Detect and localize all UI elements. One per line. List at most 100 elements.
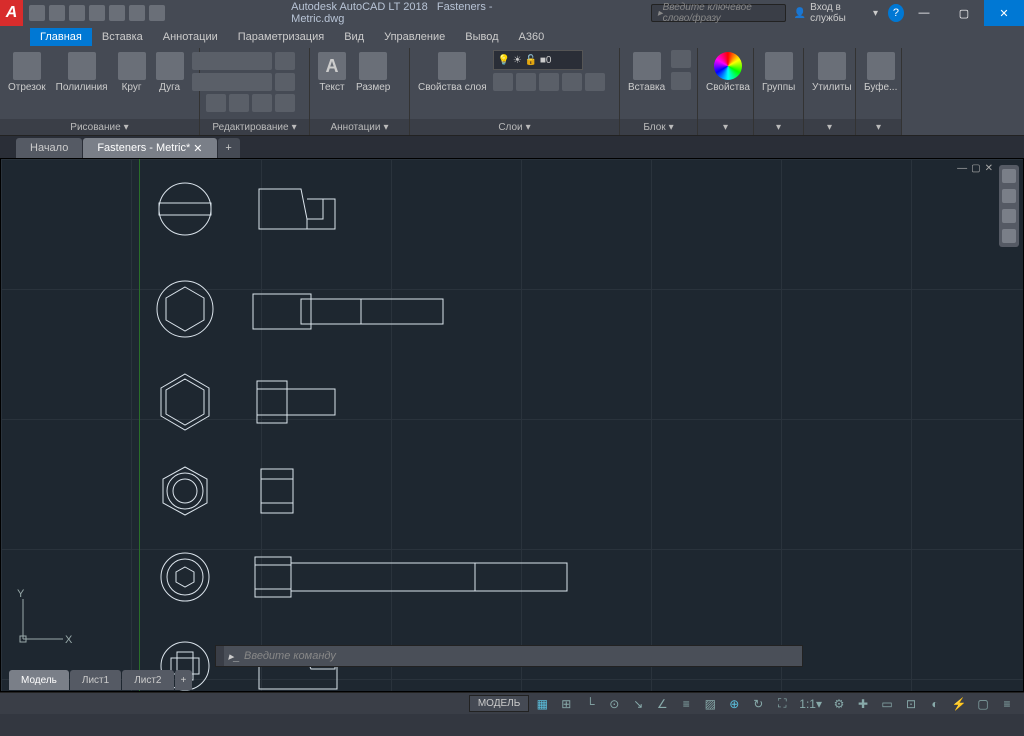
groups-button[interactable]: Группы [758, 50, 799, 95]
mod-12[interactable] [275, 94, 295, 112]
command-line[interactable]: ▸_ Введите команду [215, 645, 803, 667]
panel-properties-title[interactable]: ▾ [698, 119, 753, 135]
lay-1[interactable] [493, 73, 513, 91]
panel-draw-title[interactable]: Рисование ▾ [0, 119, 199, 135]
tab-manage[interactable]: Управление [374, 28, 455, 46]
grid-toggle[interactable]: ▦ [531, 695, 553, 713]
cmd-handle[interactable] [216, 646, 224, 666]
qprops-toggle[interactable]: ⊡ [900, 695, 922, 713]
drawing-canvas[interactable]: — ▢ ✕ X Y [0, 158, 1024, 692]
scale-indicator[interactable]: 1:1 ▾ [795, 695, 826, 713]
mod-7[interactable] [252, 73, 272, 91]
mod-5[interactable] [206, 73, 226, 91]
panel-utilities-title[interactable]: ▾ [804, 119, 855, 135]
layout-add-tab[interactable]: + [175, 670, 193, 690]
layout-sheet1-tab[interactable]: Лист1 [70, 670, 121, 690]
qat-undo-icon[interactable] [129, 5, 145, 21]
layout-sheet2-tab[interactable]: Лист2 [122, 670, 173, 690]
login-button[interactable]: 👤 Вход в службы ▾ [794, 2, 878, 24]
polar-toggle[interactable]: ⊙ [603, 695, 625, 713]
layer-props-button[interactable]: Свойства слоя [414, 50, 491, 95]
qat-saveas-icon[interactable] [89, 5, 105, 21]
tab-add-button[interactable]: + [218, 138, 240, 158]
mod-11[interactable] [252, 94, 272, 112]
lay-3[interactable] [539, 73, 559, 91]
search-input[interactable]: ▸ Введите ключевое слово/фразу [651, 4, 786, 22]
mod-3[interactable] [252, 52, 272, 70]
tab-output[interactable]: Вывод [455, 28, 508, 46]
selection-cycling-toggle[interactable]: ↻ [747, 695, 769, 713]
mod-8[interactable] [275, 73, 295, 91]
circle-button[interactable]: Круг [114, 50, 150, 95]
workspace-toggle[interactable]: ⚙ [828, 695, 850, 713]
panel-modify-title[interactable]: Редактирование ▾ [200, 119, 309, 135]
insert-block-button[interactable]: Вставка [624, 50, 669, 95]
lay-4[interactable] [562, 73, 582, 91]
panel-annotation-title[interactable]: Аннотации ▾ [310, 119, 409, 135]
qat-redo-icon[interactable] [149, 5, 165, 21]
circle-label: Круг [122, 82, 142, 93]
qat-open-icon[interactable] [49, 5, 65, 21]
arc-button[interactable]: Дуга [152, 50, 188, 95]
snap-toggle[interactable]: ⊞ [555, 695, 577, 713]
blk-1[interactable] [671, 50, 691, 68]
help-icon[interactable]: ? [888, 4, 904, 22]
tab-parametric[interactable]: Параметризация [228, 28, 334, 46]
panel-layers-title[interactable]: Слои ▾ [410, 119, 619, 135]
annomonitor-toggle[interactable]: ✚ [852, 695, 874, 713]
mod-10[interactable] [229, 94, 249, 112]
app-logo[interactable]: A [0, 0, 23, 26]
dimension-icon [359, 52, 387, 80]
mod-9[interactable] [206, 94, 226, 112]
hardware-toggle[interactable]: ⚡ [948, 695, 970, 713]
qat-save-icon[interactable] [69, 5, 85, 21]
otrack-toggle[interactable]: ∠ [651, 695, 673, 713]
isolate-toggle[interactable]: ◐ [924, 695, 946, 713]
blk-2[interactable] [671, 72, 691, 90]
units-toggle[interactable]: ▭ [876, 695, 898, 713]
lay-2[interactable] [516, 73, 536, 91]
tab-start[interactable]: Начало [16, 138, 82, 158]
mod-2[interactable] [229, 52, 249, 70]
tab-view[interactable]: Вид [334, 28, 374, 46]
polyline-button[interactable]: Полилиния [52, 50, 112, 95]
panel-block-title[interactable]: Блок ▾ [620, 119, 697, 135]
dyninput-toggle[interactable]: ⊕ [723, 695, 745, 713]
transparency-toggle[interactable]: ▨ [699, 695, 721, 713]
qat-new-icon[interactable] [29, 5, 45, 21]
tab-document[interactable]: Fasteners - Metric* ✕ [83, 138, 216, 158]
lineweight-toggle[interactable]: ≡ [675, 695, 697, 713]
model-space-indicator[interactable]: МОДЕЛЬ [469, 695, 529, 712]
annoscale-toggle[interactable]: ⛶ [771, 695, 793, 713]
panel-clipboard-title[interactable]: ▾ [856, 119, 901, 135]
utilities-button[interactable]: Утилиты [808, 50, 856, 95]
layer-dropdown[interactable]: 💡 ☀ 🔓 ■ 0 [493, 50, 583, 70]
tab-insert[interactable]: Вставка [92, 28, 153, 46]
text-icon: A [318, 52, 346, 80]
tab-home[interactable]: Главная [30, 28, 92, 46]
mod-6[interactable] [229, 73, 249, 91]
text-button[interactable]: AТекст [314, 50, 350, 95]
layout-model-tab[interactable]: Модель [9, 670, 69, 690]
line-button[interactable]: Отрезок [4, 50, 50, 95]
tab-a360[interactable]: A360 [509, 28, 555, 46]
clipboard-button[interactable]: Буфе... [860, 50, 901, 95]
qat-plot-icon[interactable] [109, 5, 125, 21]
minimize-button[interactable]: — [904, 0, 944, 26]
dimension-button[interactable]: Размер [352, 50, 394, 95]
mod-1[interactable] [206, 52, 226, 70]
mod-4[interactable] [275, 52, 295, 70]
tab-annotate[interactable]: Аннотации [153, 28, 228, 46]
osnap-toggle[interactable]: ↘ [627, 695, 649, 713]
panel-groups-title[interactable]: ▾ [754, 119, 803, 135]
maximize-button[interactable]: ▢ [944, 0, 984, 26]
quick-access-toolbar [23, 5, 171, 21]
close-button[interactable]: ✕ [984, 0, 1024, 26]
lay-5[interactable] [585, 73, 605, 91]
properties-label: Свойства [706, 82, 750, 93]
polyline-icon [68, 52, 96, 80]
customize-status[interactable]: ≡ [996, 695, 1018, 713]
properties-button[interactable]: Свойства [702, 50, 754, 95]
cleanscreen-toggle[interactable]: ▢ [972, 695, 994, 713]
ortho-toggle[interactable]: └ [579, 695, 601, 713]
